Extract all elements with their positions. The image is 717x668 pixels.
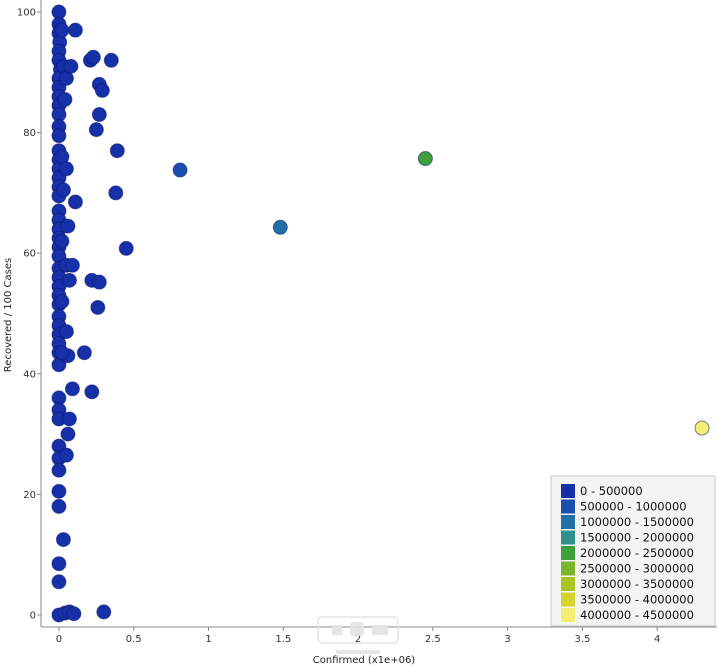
legend-swatch — [561, 608, 575, 622]
legend-label: 1000000 - 1500000 — [580, 515, 694, 529]
data-point — [57, 91, 73, 107]
y-tick-label: 80 — [23, 128, 36, 139]
data-point — [694, 420, 710, 436]
legend-label: 2500000 - 3000000 — [580, 562, 694, 576]
data-point — [96, 604, 112, 620]
y-ticks: 0 20 40 60 80 100 — [17, 8, 41, 621]
data-point — [94, 82, 110, 98]
legend-swatch — [561, 499, 575, 514]
data-point — [272, 219, 288, 235]
data-point — [51, 128, 67, 144]
legend-swatch — [561, 577, 575, 591]
x-tick-label: 0 — [56, 634, 62, 645]
y-tick-label: 100 — [17, 8, 36, 19]
x-axis-title: Confirmed (x1e+06) — [313, 655, 416, 666]
legend-label: 500000 - 1000000 — [580, 500, 687, 514]
data-point — [67, 22, 83, 38]
data-point — [64, 381, 80, 397]
x-tick-label: 2 — [355, 634, 361, 645]
legend-swatch — [561, 592, 575, 607]
data-point — [58, 161, 74, 177]
data-point — [58, 447, 74, 463]
data-point — [109, 143, 125, 159]
x-tick-label: 0.5 — [126, 634, 142, 645]
data-point — [60, 218, 76, 234]
watermark-logo — [317, 616, 399, 654]
data-point — [108, 185, 124, 201]
data-point — [64, 257, 80, 273]
legend-label: 4000000 - 4500000 — [580, 608, 694, 622]
data-point — [54, 345, 70, 361]
data-point — [85, 49, 101, 65]
data-point — [88, 122, 104, 138]
data-point — [54, 22, 70, 38]
data-point — [54, 293, 70, 309]
data-point — [51, 483, 67, 499]
data-point — [51, 556, 67, 572]
data-point — [91, 107, 107, 123]
legend-label: 3000000 - 3500000 — [580, 577, 694, 591]
data-point — [63, 58, 79, 74]
data-point — [58, 324, 74, 340]
y-tick-label: 60 — [23, 249, 36, 260]
legend-label: 0 - 500000 — [580, 484, 643, 498]
x-tick-label: 3 — [504, 634, 510, 645]
data-point — [55, 182, 71, 198]
legend-swatch — [561, 530, 575, 545]
data-point — [76, 345, 92, 361]
data-point — [51, 462, 67, 478]
data-point — [51, 574, 67, 590]
x-tick-label: 4 — [654, 634, 660, 645]
data-point — [118, 240, 134, 256]
data-point — [51, 498, 67, 514]
legend-swatch — [561, 546, 575, 560]
data-point — [417, 151, 433, 167]
legend-swatch — [561, 484, 575, 498]
data-point — [91, 274, 107, 290]
data-point — [103, 52, 119, 68]
data-point — [61, 272, 77, 288]
data-point — [61, 411, 77, 427]
legend-swatch — [561, 561, 575, 576]
y-tick-label: 20 — [23, 490, 36, 501]
data-points — [51, 4, 710, 623]
x-tick-label: 1.5 — [275, 634, 291, 645]
x-tick-label: 1 — [205, 634, 211, 645]
y-tick-label: 0 — [30, 610, 36, 621]
legend-swatch — [561, 515, 575, 529]
data-point — [67, 194, 83, 210]
data-point — [54, 233, 70, 249]
data-point — [66, 606, 82, 622]
legend-label: 2000000 - 2500000 — [580, 546, 694, 560]
y-axis-title: Recovered / 100 Cases — [3, 258, 14, 372]
x-tick-label: 3.5 — [574, 634, 590, 645]
data-point — [55, 532, 71, 548]
data-point — [90, 299, 106, 315]
data-point — [60, 426, 76, 442]
legend-label: 3500000 - 4000000 — [580, 593, 694, 607]
data-point — [84, 384, 100, 400]
legend-box — [550, 475, 716, 627]
y-tick-label: 40 — [23, 369, 36, 380]
x-tick-label: 2.5 — [425, 634, 441, 645]
data-point — [172, 162, 188, 178]
x-ticks: 0 0.5 1 1.5 2 2.5 3 3.5 4 — [56, 627, 660, 645]
legend-label: 1500000 - 2000000 — [580, 531, 694, 545]
plot-area: 0 0.5 1 1.5 2 2.5 3 3.5 4 0 20 40 60 80 100 — [17, 0, 717, 645]
